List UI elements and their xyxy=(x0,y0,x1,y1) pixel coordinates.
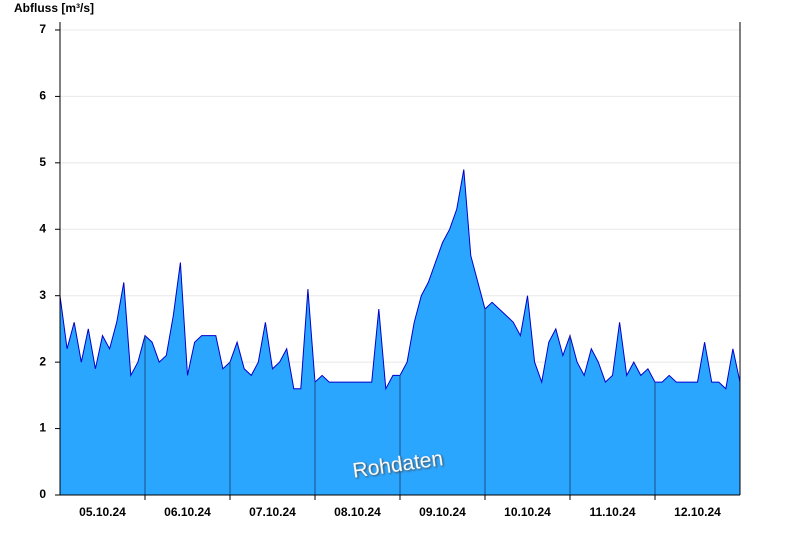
y-tick-label: 0 xyxy=(39,487,46,501)
y-tick-label: 5 xyxy=(39,155,46,169)
x-tick-label: 12.10.24 xyxy=(674,505,721,519)
x-tick-label: 11.10.24 xyxy=(589,505,635,519)
x-tick-label: 09.10.24 xyxy=(419,505,466,519)
x-tick-label: 05.10.24 xyxy=(79,505,126,519)
y-tick-label: 4 xyxy=(39,221,46,235)
x-tick-label: 06.10.24 xyxy=(164,505,211,519)
x-tick-label: 08.10.24 xyxy=(334,505,381,519)
x-tick-label: 10.10.24 xyxy=(504,505,551,519)
y-tick-label: 3 xyxy=(39,288,46,302)
y-tick-label: 6 xyxy=(39,89,46,103)
y-axis-label: Abfluss [m³/s] xyxy=(14,1,94,15)
area-line xyxy=(59,169,741,391)
y-tick-label: 7 xyxy=(39,22,46,36)
y-tick-label: 2 xyxy=(39,354,46,368)
x-tick-label: 07.10.24 xyxy=(249,505,296,519)
y-tick-label: 1 xyxy=(39,421,46,435)
